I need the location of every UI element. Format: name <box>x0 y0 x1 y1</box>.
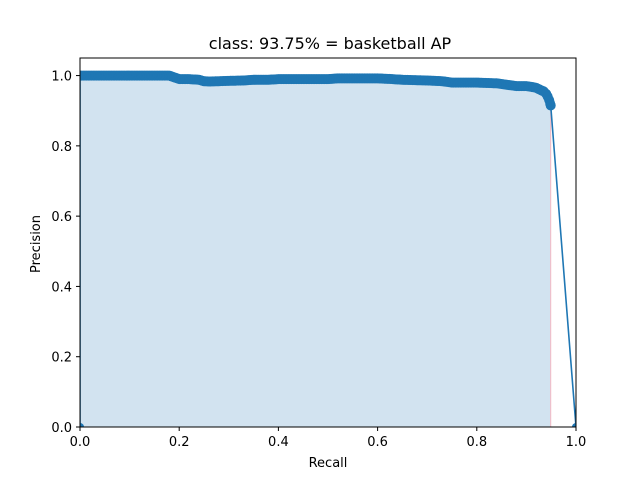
y-axis: 0.0 0.2 0.4 0.6 0.8 1.0 <box>51 70 80 436</box>
x-tick-label: 0.6 <box>367 435 388 450</box>
series-markers <box>80 70 576 427</box>
chart-title: class: 93.75% = basketball AP <box>209 34 452 53</box>
plot-frame <box>79 57 577 428</box>
x-tick-label: 0.0 <box>70 435 91 450</box>
y-tick-label: 0.8 <box>51 140 72 155</box>
plot-area <box>79 57 577 428</box>
y-tick-label: 0.4 <box>51 280 72 295</box>
x-tick-label: 1.0 <box>566 435 587 450</box>
area-fill <box>80 75 551 427</box>
data-point <box>545 100 556 111</box>
x-tick-label: 0.4 <box>268 435 289 450</box>
x-axis: 0.0 0.2 0.4 0.6 0.8 1.0 <box>70 427 587 450</box>
y-tick-label: 0.2 <box>51 351 72 366</box>
y-axis-label: Precision <box>29 215 44 273</box>
x-axis-label: Recall <box>309 456 348 471</box>
x-tick-label: 0.8 <box>466 435 487 450</box>
data-point <box>80 423 84 427</box>
data-point <box>572 423 576 427</box>
y-tick-label: 0.6 <box>51 210 72 225</box>
y-tick-label: 1.0 <box>51 70 72 85</box>
x-tick-label: 0.2 <box>169 435 190 450</box>
y-tick-label: 0.0 <box>51 421 72 436</box>
